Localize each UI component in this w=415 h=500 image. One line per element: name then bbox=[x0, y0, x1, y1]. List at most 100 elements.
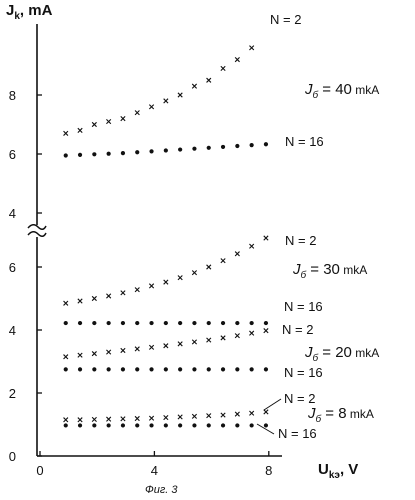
data-point-x bbox=[164, 280, 168, 284]
y-tick-label-upper: 8 bbox=[9, 88, 16, 103]
data-point-dot bbox=[107, 152, 111, 156]
data-point-x bbox=[192, 414, 196, 418]
data-point-x bbox=[164, 344, 168, 348]
data-point-dot bbox=[178, 423, 182, 427]
data-point-x bbox=[64, 355, 68, 359]
data-point-x bbox=[221, 66, 225, 70]
data-point-dot bbox=[221, 145, 225, 149]
y-tick-label-upper: 4 bbox=[9, 206, 16, 221]
data-point-x bbox=[78, 418, 82, 422]
data-point-x bbox=[207, 338, 211, 342]
data-point-x bbox=[264, 410, 268, 414]
data-point-x bbox=[135, 287, 139, 291]
data-point-x bbox=[149, 284, 153, 288]
data-point-x bbox=[149, 416, 153, 420]
data-point-dot bbox=[250, 321, 254, 325]
data-point-dot bbox=[92, 367, 96, 371]
data-point-dot bbox=[149, 367, 153, 371]
data-point-x bbox=[221, 259, 225, 263]
data-point-dot bbox=[235, 367, 239, 371]
data-point-dot bbox=[92, 423, 96, 427]
data-point-dot bbox=[235, 144, 239, 148]
data-point-x bbox=[207, 265, 211, 269]
data-point-x bbox=[221, 336, 225, 340]
data-point-x bbox=[106, 417, 110, 421]
data-point-x bbox=[64, 418, 68, 422]
data-point-dot bbox=[164, 321, 168, 325]
series-label: N = 16 bbox=[278, 426, 317, 441]
y-tick-label-lower: 4 bbox=[9, 323, 16, 338]
data-point-x bbox=[92, 417, 96, 421]
ticks-layer: 0480246468 bbox=[9, 88, 273, 478]
data-point-dot bbox=[192, 147, 196, 151]
data-point-dot bbox=[207, 367, 211, 371]
data-point-dot bbox=[92, 321, 96, 325]
data-point-x bbox=[192, 84, 196, 88]
data-point-x bbox=[249, 411, 253, 415]
data-point-dot bbox=[264, 142, 268, 146]
data-point-x bbox=[178, 415, 182, 419]
data-point-x bbox=[235, 412, 239, 416]
data-point-x bbox=[78, 299, 82, 303]
data-point-dot bbox=[64, 321, 68, 325]
y-tick-label-upper: 6 bbox=[9, 147, 16, 162]
data-point-dot bbox=[78, 153, 82, 157]
data-point-x bbox=[264, 328, 268, 332]
data-point-dot bbox=[135, 367, 139, 371]
data-point-x bbox=[92, 122, 96, 126]
series-label: N = 16 bbox=[284, 365, 323, 380]
data-point-x bbox=[64, 301, 68, 305]
data-point-x bbox=[164, 99, 168, 103]
data-point-x bbox=[106, 294, 110, 298]
x-axis-title: Ukэ, V bbox=[318, 461, 358, 481]
data-point-dot bbox=[235, 321, 239, 325]
series-label: N = 16 bbox=[284, 299, 323, 314]
data-point-x bbox=[78, 128, 82, 132]
data-point-dot bbox=[107, 321, 111, 325]
data-point-x bbox=[121, 417, 125, 421]
data-point-dot bbox=[207, 423, 211, 427]
group-label: Jб = 8 mkA bbox=[307, 405, 374, 425]
group-label-unit: mkA bbox=[340, 263, 367, 277]
leader-line bbox=[264, 399, 281, 410]
data-point-dot bbox=[135, 321, 139, 325]
data-point-x bbox=[178, 93, 182, 97]
data-point-dot bbox=[121, 321, 125, 325]
x-axis-title-main: U bbox=[318, 461, 329, 478]
series-label: N = 2 bbox=[285, 233, 316, 248]
data-point-dot bbox=[121, 151, 125, 155]
data-point-dot bbox=[264, 367, 268, 371]
series-label: N = 16 bbox=[285, 134, 324, 149]
group-label-unit: mkA bbox=[352, 83, 379, 97]
data-point-dot bbox=[192, 423, 196, 427]
series-label: N = 2 bbox=[282, 322, 313, 337]
data-point-x bbox=[135, 347, 139, 351]
x-tick-label: 8 bbox=[265, 463, 272, 478]
data-point-dot bbox=[264, 423, 268, 427]
data-point-x bbox=[149, 105, 153, 109]
data-point-dot bbox=[135, 423, 139, 427]
x-tick-label: 0 bbox=[36, 463, 43, 478]
data-point-dot bbox=[121, 367, 125, 371]
y-tick-label-lower: 0 bbox=[9, 449, 16, 464]
data-point-x bbox=[149, 345, 153, 349]
data-point-x bbox=[121, 291, 125, 295]
x-axis-title-unit: , V bbox=[340, 461, 358, 478]
data-point-dot bbox=[250, 423, 254, 427]
data-point-dot bbox=[164, 148, 168, 152]
data-point-x bbox=[249, 331, 253, 335]
x-axis-title-sub: kэ bbox=[329, 470, 341, 481]
data-point-x bbox=[92, 351, 96, 355]
data-point-dot bbox=[78, 367, 82, 371]
data-point-dot bbox=[221, 321, 225, 325]
y-tick-label-lower: 2 bbox=[9, 386, 16, 401]
group-label: Jб = 30 mkA bbox=[292, 261, 367, 281]
data-point-x bbox=[106, 350, 110, 354]
data-point-x bbox=[264, 236, 268, 240]
labels-layer: N = 2N = 16Jб = 40 mkAN = 2N = 16Jб = 30… bbox=[257, 12, 379, 441]
group-label-unit: mkA bbox=[347, 407, 374, 421]
data-point-x bbox=[106, 119, 110, 123]
data-point-x bbox=[207, 78, 211, 82]
data-point-dot bbox=[207, 146, 211, 150]
